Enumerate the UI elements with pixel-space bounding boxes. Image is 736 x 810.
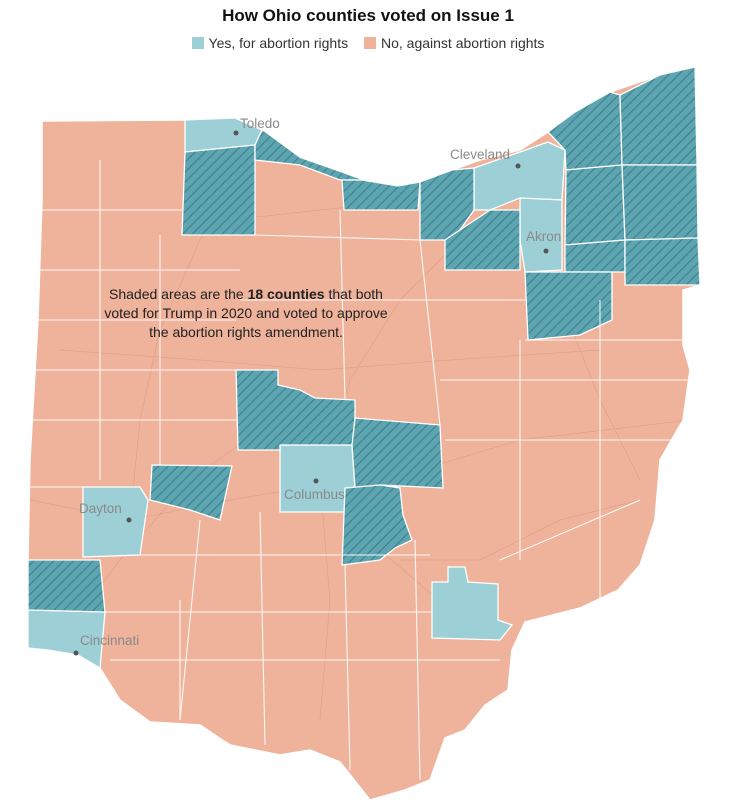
city-dot-columbus [313, 478, 319, 484]
county-greene-clark [149, 464, 233, 521]
annotation-text-before: Shaded areas are the [109, 286, 248, 302]
county-wood [181, 144, 256, 236]
legend-swatch-yes [191, 37, 204, 49]
annotation-text-after: that both voted for Trump in 2020 and vo… [104, 286, 388, 340]
county-montgomery [82, 486, 149, 558]
county-erie [341, 179, 421, 211]
county-columbiana [624, 237, 700, 286]
annotation: Shaded areas are the 18 counties that bo… [96, 285, 396, 342]
legend-label-no: No, against abortion rights [381, 35, 545, 51]
legend-item-no: No, against abortion rights [364, 35, 544, 51]
city-dot-cleveland [515, 163, 521, 169]
city-dot-toledo [233, 130, 239, 136]
city-markers [73, 130, 549, 656]
city-dot-akron [543, 248, 549, 254]
county-borders [30, 160, 690, 781]
county-mahoning [564, 239, 626, 273]
yes-counties [28, 117, 566, 670]
legend: Yes, for abortion rights No, against abo… [0, 35, 736, 51]
legend-label-yes: Yes, for abortion rights [208, 35, 349, 51]
city-label-cincinnati: Cincinnati [80, 633, 139, 648]
county-lorain [419, 167, 475, 241]
legend-item-yes: Yes, for abortion rights [191, 35, 349, 51]
city-label-cleveland: Cleveland [450, 147, 510, 162]
city-dot-dayton [126, 517, 132, 523]
city-label-columbus: Columbus [284, 487, 345, 502]
legend-swatch-no [364, 37, 376, 49]
city-label-dayton: Dayton [79, 501, 122, 516]
annotation-text-bold: 18 counties [247, 286, 325, 302]
county-athens [431, 566, 514, 641]
county-medina [444, 209, 521, 271]
city-label-toledo: Toledo [240, 116, 280, 131]
county-fairfield [341, 484, 413, 566]
county-warren-butler [28, 559, 106, 613]
map-title: How Ohio counties voted on Issue 1 [222, 6, 514, 25]
city-dot-cincinnati [73, 650, 79, 656]
county-licking [351, 417, 444, 489]
county-union-delaware [235, 369, 356, 451]
county-ashtabula [619, 67, 698, 166]
city-label-akron: Akron [526, 229, 561, 244]
county-trumbull [621, 164, 699, 241]
county-portage [564, 164, 626, 246]
